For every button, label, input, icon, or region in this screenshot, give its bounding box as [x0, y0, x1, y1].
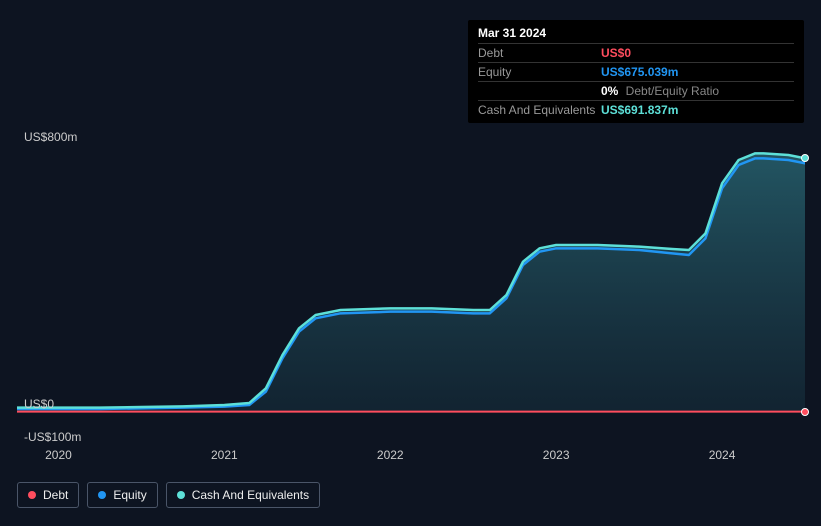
- tooltip-row: 0% Debt/Equity Ratio: [478, 81, 794, 100]
- tooltip-label: Cash And Equivalents: [478, 103, 601, 117]
- legend-dot-icon: [28, 491, 36, 499]
- x-axis-labels: 2020 2021 2022 2023 2024: [17, 448, 805, 468]
- y-axis-label: US$0: [24, 397, 54, 411]
- legend-label: Cash And Equivalents: [192, 488, 309, 502]
- y-axis-label: US$800m: [24, 130, 77, 144]
- tooltip-label: [478, 84, 601, 98]
- x-axis-label: 2023: [543, 448, 570, 462]
- chart-tooltip: Mar 31 2024 DebtUS$0EquityUS$675.039m0% …: [468, 20, 804, 123]
- tooltip-date: Mar 31 2024: [478, 26, 794, 43]
- x-axis-label: 2020: [45, 448, 72, 462]
- legend-item-cash[interactable]: Cash And Equivalents: [166, 482, 320, 508]
- chart-svg: [17, 125, 805, 445]
- x-axis-label: 2021: [211, 448, 238, 462]
- legend-item-debt[interactable]: Debt: [17, 482, 79, 508]
- tooltip-row: Cash And EquivalentsUS$691.837m: [478, 100, 794, 119]
- tooltip-value: US$675.039m: [601, 65, 794, 79]
- x-axis-label: 2024: [709, 448, 736, 462]
- x-axis-label: 2022: [377, 448, 404, 462]
- tooltip-label: Debt: [478, 46, 601, 60]
- tooltip-row: DebtUS$0: [478, 43, 794, 62]
- legend-dot-icon: [98, 491, 106, 499]
- tooltip-value: 0% Debt/Equity Ratio: [601, 84, 794, 98]
- tooltip-label: Equity: [478, 65, 601, 79]
- legend-dot-icon: [177, 491, 185, 499]
- tooltip-row: EquityUS$675.039m: [478, 62, 794, 81]
- legend-label: Debt: [43, 488, 68, 502]
- y-axis-label: -US$100m: [24, 430, 81, 444]
- legend-label: Equity: [113, 488, 146, 502]
- hover-marker: [801, 154, 809, 162]
- chart-plot-area: US$800m US$0 -US$100m: [17, 125, 805, 445]
- legend-item-equity[interactable]: Equity: [87, 482, 157, 508]
- chart-legend: Debt Equity Cash And Equivalents: [17, 482, 320, 508]
- tooltip-value: US$691.837m: [601, 103, 794, 117]
- hover-marker: [801, 408, 809, 416]
- tooltip-value: US$0: [601, 46, 794, 60]
